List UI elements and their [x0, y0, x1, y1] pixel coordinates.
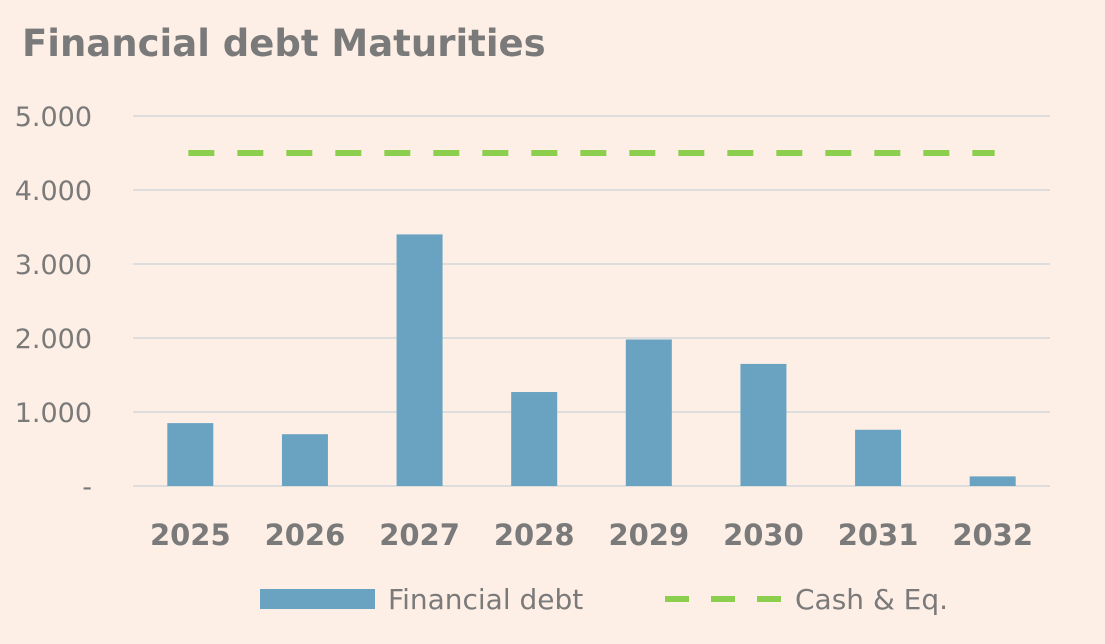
chart-title: Financial debt Maturities	[22, 22, 546, 65]
y-tick-label: -	[82, 472, 92, 503]
bar-2028	[511, 392, 558, 486]
y-tick-label: 3.000	[15, 250, 92, 281]
y-tick-label: 1.000	[15, 398, 92, 429]
x-tick-label: 2027	[379, 518, 460, 552]
y-tick-label: 4.000	[15, 176, 92, 207]
bar-2027	[396, 234, 443, 486]
legend-label-cash-eq: Cash & Eq.	[795, 583, 948, 616]
x-tick-label: 2031	[838, 518, 919, 552]
bar-2032	[969, 476, 1016, 486]
bar-2025	[167, 423, 214, 486]
x-tick-label: 2025	[150, 518, 231, 552]
bar-2026	[281, 434, 328, 486]
x-tick-label: 2026	[265, 518, 346, 552]
y-tick-label: 2.000	[15, 324, 92, 355]
legend-label-financial-debt: Financial debt	[388, 583, 583, 616]
y-tick-label: 5.000	[15, 102, 92, 133]
x-tick-label: 2030	[723, 518, 804, 552]
bar-2031	[855, 429, 902, 486]
x-tick-label: 2028	[494, 518, 575, 552]
legend-swatch-financial-debt	[260, 589, 375, 609]
x-tick-label: 2029	[608, 518, 689, 552]
x-tick-label: 2032	[952, 518, 1033, 552]
bar-2030	[740, 363, 787, 486]
bar-2029	[625, 339, 672, 486]
